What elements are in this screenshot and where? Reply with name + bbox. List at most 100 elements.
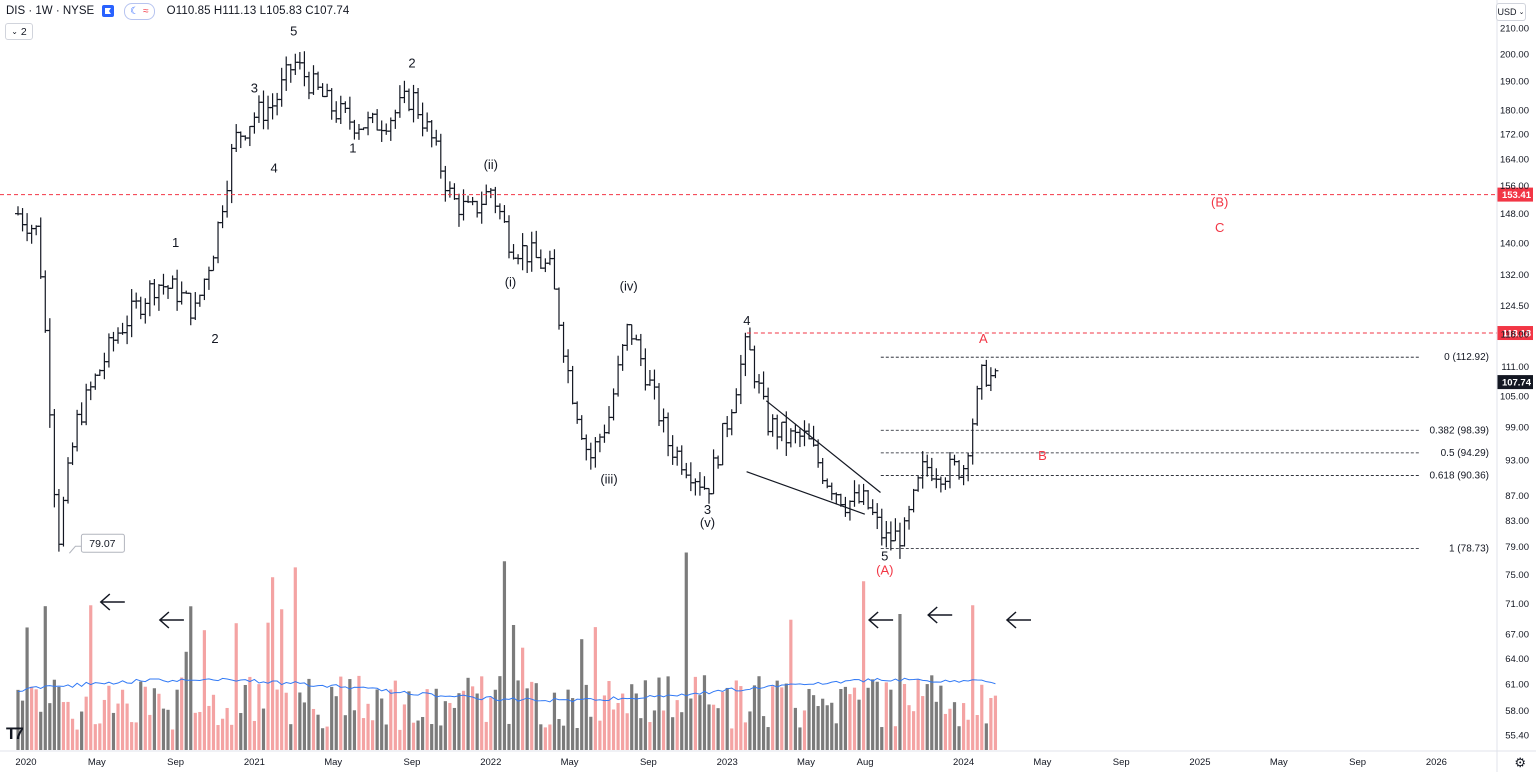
x-tick-label: 2021 — [244, 757, 265, 768]
ohlc-bar — [342, 101, 349, 113]
volume-bar — [571, 698, 575, 750]
volume-bar — [889, 689, 893, 750]
drawings: 79.07 — [69, 400, 881, 554]
ohlc-bar — [860, 483, 867, 505]
ohlc-bar — [255, 95, 262, 123]
volume-bar — [402, 704, 407, 750]
volume-bar — [443, 701, 447, 750]
volume-bar — [466, 677, 470, 750]
volume-bar — [257, 684, 261, 750]
wave-label: (i) — [505, 275, 517, 290]
ohlc-bar — [110, 331, 117, 352]
volume-bar — [752, 685, 757, 750]
ohlc-bar — [274, 92, 281, 116]
interval-dropdown[interactable]: ⌄ 2 — [5, 23, 33, 40]
x-tick-label: Sep — [640, 757, 657, 768]
volume-bar — [807, 688, 811, 750]
volume-bar — [111, 712, 116, 750]
ohlc-bar — [365, 111, 372, 136]
ohlc-bar — [528, 231, 535, 272]
currency-dropdown[interactable]: USD ⌄ — [1496, 3, 1526, 21]
ohlc-bar — [578, 415, 585, 440]
chevron-down-icon: ⌄ — [1518, 9, 1525, 16]
ohlc-bar — [305, 71, 312, 100]
volume-bar — [857, 699, 861, 750]
arrow-head — [867, 611, 879, 629]
volume-bar — [866, 687, 870, 750]
volume-bar — [116, 703, 120, 750]
flag-icon[interactable] — [102, 5, 115, 17]
volume-bar — [757, 676, 761, 750]
ohlc-bar — [892, 518, 899, 542]
ohlc-bar — [146, 280, 153, 317]
fib-level-label: 0.5 (94.29) — [1441, 448, 1489, 459]
symbol-label[interactable]: DIS · 1W · NYSE — [6, 5, 95, 17]
ohlc-bar — [155, 284, 162, 311]
volume-bar — [689, 698, 693, 750]
volume-bar — [561, 725, 566, 750]
wave-label: 4 — [270, 160, 277, 175]
ohlc-bar — [51, 409, 58, 508]
volume-bar — [616, 702, 620, 750]
ohlc-bar — [301, 51, 308, 87]
volume-bar — [802, 710, 807, 750]
y-tick-label: 140.00 — [1500, 239, 1529, 250]
ohlc-bar — [924, 454, 931, 477]
x-tick-label: 2026 — [1426, 757, 1447, 768]
settings-icon[interactable]: ⚙ — [1514, 755, 1526, 770]
volume-bar — [398, 729, 402, 750]
volume-bar — [211, 694, 216, 750]
volume-bar — [198, 711, 202, 750]
volume-bar — [693, 676, 697, 750]
y-tick-label: 156.00 — [1500, 181, 1529, 192]
volume-bar — [648, 722, 652, 750]
volume-bar — [266, 622, 270, 750]
tradingview-logo[interactable]: T7 — [6, 724, 24, 743]
y-tick-label: 61.00 — [1505, 679, 1529, 690]
volume-bar — [234, 623, 238, 750]
ohlc-bar — [55, 489, 62, 552]
wave-label: C — [1215, 220, 1224, 235]
ohlc-bar — [19, 208, 26, 232]
wave-label: 1 — [349, 141, 356, 156]
volume-bar — [521, 647, 525, 750]
volume-bar — [425, 689, 429, 750]
y-tick-label: 79.00 — [1505, 542, 1529, 553]
ohlc-bar — [733, 388, 740, 414]
ohlc-bar — [287, 63, 294, 83]
volume-bar — [793, 707, 797, 750]
ohlc-bar — [283, 56, 290, 91]
ohlc-bar — [296, 52, 303, 70]
ohlc-bar — [606, 406, 612, 435]
volume-bar — [511, 624, 516, 750]
ohlc-bar — [383, 123, 390, 135]
volume-bar — [366, 703, 370, 750]
volume-bar — [761, 716, 766, 750]
ohlc-bar — [610, 388, 617, 421]
y-tick-label: 105.00 — [1500, 391, 1529, 402]
ohlc-bar — [533, 230, 540, 259]
volume-bar — [848, 694, 852, 750]
volume-bar — [93, 724, 97, 750]
ohlc-bar — [542, 258, 549, 273]
wave-label: 5 — [881, 548, 888, 563]
ohlc-bar — [524, 245, 531, 274]
volume-bar — [170, 729, 175, 750]
ohlc-bar — [174, 269, 181, 311]
volume-bar — [20, 700, 25, 750]
volume-bar — [884, 682, 888, 750]
volume-bar — [475, 693, 479, 750]
current-price-tag — [1497, 375, 1533, 390]
ohlc-bar — [460, 189, 467, 221]
volume-bar — [389, 689, 393, 750]
x-tick-label: May — [797, 757, 815, 768]
volume-bar — [607, 681, 611, 750]
wave-label: (A) — [876, 562, 893, 577]
x-tick-label: Sep — [167, 757, 184, 768]
session-pill[interactable]: ☾ ≈ — [124, 2, 155, 20]
arrow-head — [158, 611, 170, 629]
wave-label: B — [1038, 448, 1047, 463]
ohlc-bar — [537, 249, 544, 269]
